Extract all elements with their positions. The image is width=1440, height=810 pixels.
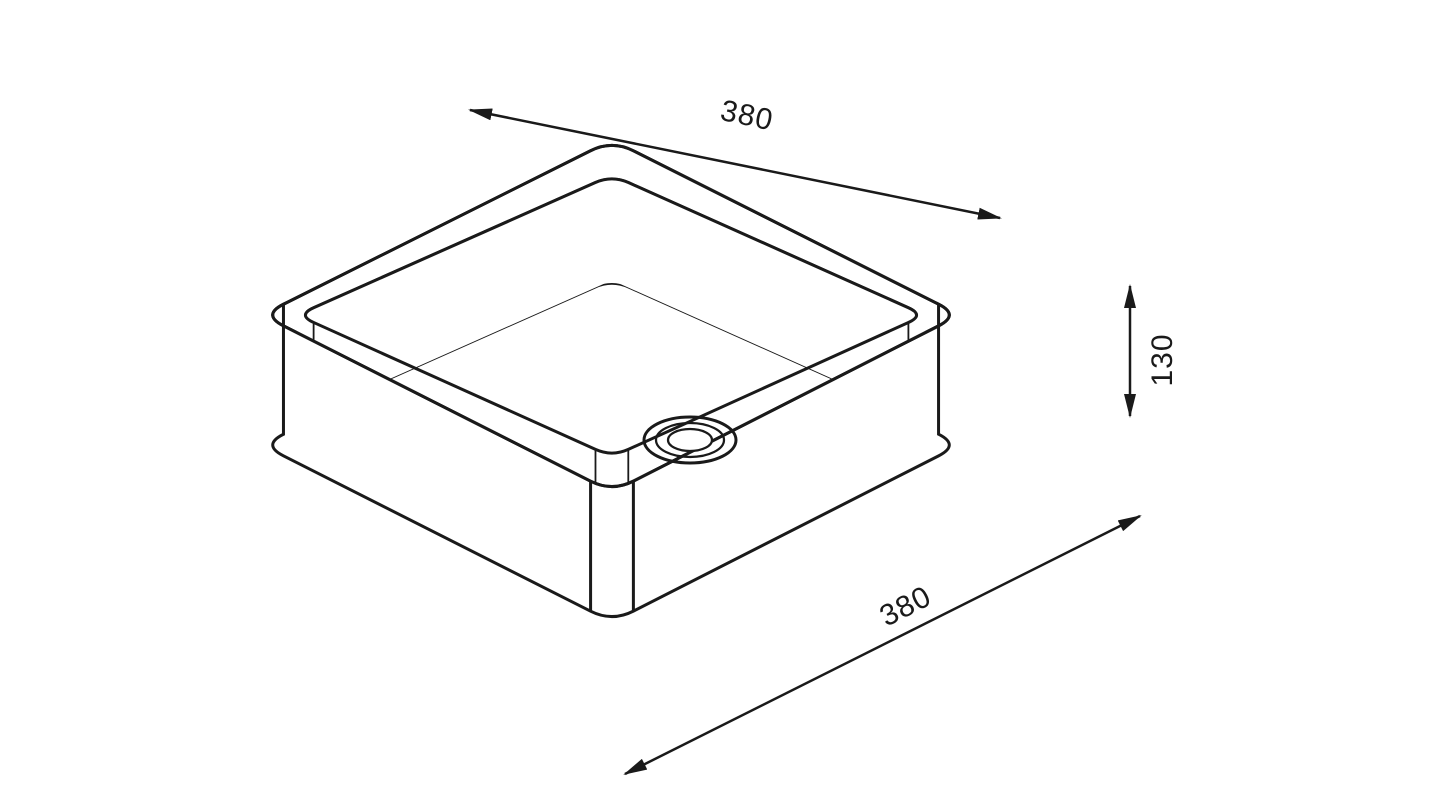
drain-ring-inner — [668, 429, 712, 451]
dimension-depth-label: 380 — [875, 580, 937, 633]
dimension-height-label: 130 — [1146, 333, 1179, 386]
dimension-width-label: 380 — [718, 94, 777, 137]
technical-drawing: 380 130 380 — [0, 0, 1440, 810]
basin-outline — [273, 145, 950, 616]
